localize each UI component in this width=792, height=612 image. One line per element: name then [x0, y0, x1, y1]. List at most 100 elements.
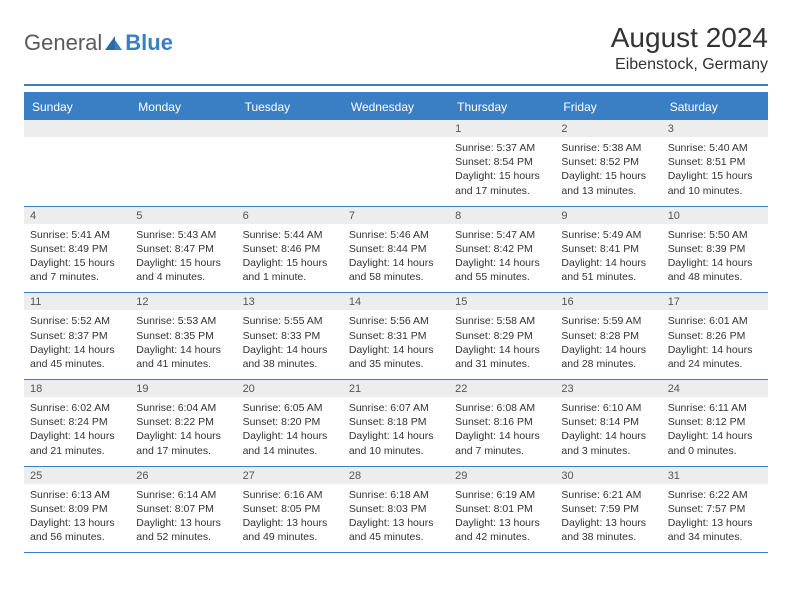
day-number: 11	[24, 293, 130, 310]
day-header-cell: Tuesday	[237, 94, 343, 120]
detail-line: Sunset: 8:41 PM	[561, 242, 655, 256]
detail-line: and 49 minutes.	[243, 530, 337, 544]
detail-line: and 34 minutes.	[668, 530, 762, 544]
detail-line: Daylight: 13 hours	[30, 516, 124, 530]
detail-line: and 0 minutes.	[668, 444, 762, 458]
detail-line: Sunset: 8:20 PM	[243, 415, 337, 429]
detail-line: and 48 minutes.	[668, 270, 762, 284]
detail-line: Daylight: 14 hours	[668, 343, 762, 357]
detail-line: Sunset: 8:03 PM	[349, 502, 443, 516]
detail-line: Daylight: 14 hours	[561, 429, 655, 443]
detail-line: Daylight: 13 hours	[561, 516, 655, 530]
day-number: 9	[555, 207, 661, 224]
day-detail-cell	[237, 137, 343, 206]
day-number: 12	[130, 293, 236, 310]
detail-line: and 31 minutes.	[455, 357, 549, 371]
detail-line: and 38 minutes.	[561, 530, 655, 544]
detail-line: and 41 minutes.	[136, 357, 230, 371]
day-detail-cell: Sunrise: 5:47 AMSunset: 8:42 PMDaylight:…	[449, 224, 555, 293]
detail-line: Sunset: 8:26 PM	[668, 329, 762, 343]
day-number: 23	[555, 380, 661, 397]
day-header-cell: Wednesday	[343, 94, 449, 120]
month-title: August 2024	[611, 22, 768, 54]
day-number-row: 123	[24, 120, 768, 137]
day-detail-cell: Sunrise: 6:05 AMSunset: 8:20 PMDaylight:…	[237, 397, 343, 466]
detail-line: and 42 minutes.	[455, 530, 549, 544]
week-block: 11121314151617Sunrise: 5:52 AMSunset: 8:…	[24, 293, 768, 380]
day-number: 7	[343, 207, 449, 224]
day-number: 15	[449, 293, 555, 310]
week-block: 123Sunrise: 5:37 AMSunset: 8:54 PMDaylig…	[24, 120, 768, 207]
day-number: 6	[237, 207, 343, 224]
detail-line: Sunrise: 5:37 AM	[455, 141, 549, 155]
detail-line: Daylight: 14 hours	[349, 429, 443, 443]
detail-line: Sunset: 8:14 PM	[561, 415, 655, 429]
day-number: 3	[662, 120, 768, 137]
detail-line: Daylight: 14 hours	[668, 256, 762, 270]
logo-text-general: General	[24, 30, 102, 56]
day-detail-cell: Sunrise: 5:37 AMSunset: 8:54 PMDaylight:…	[449, 137, 555, 206]
details-row: Sunrise: 5:52 AMSunset: 8:37 PM Daylight:…	[24, 310, 768, 379]
day-detail-cell: Sunrise: 5:40 AMSunset: 8:51 PMDaylight:…	[662, 137, 768, 206]
day-detail-cell: Sunrise: 5:50 AMSunset: 8:39 PMDaylight:…	[662, 224, 768, 293]
day-detail-cell	[343, 137, 449, 206]
detail-line: Sunset: 8:44 PM	[349, 242, 443, 256]
detail-line: Sunrise: 6:21 AM	[561, 488, 655, 502]
detail-line: Sunset: 8:42 PM	[455, 242, 549, 256]
day-number: 31	[662, 467, 768, 484]
detail-line: Sunset: 7:57 PM	[668, 502, 762, 516]
detail-line: Sunrise: 5:49 AM	[561, 228, 655, 242]
day-detail-cell: Sunrise: 5:41 AMSunset: 8:49 PMDaylight:…	[24, 224, 130, 293]
detail-line: Sunset: 8:37 PM	[30, 329, 124, 343]
day-header-cell: Monday	[130, 94, 236, 120]
detail-line: Daylight: 13 hours	[136, 516, 230, 530]
detail-line: Daylight: 14 hours	[561, 343, 655, 357]
detail-line: Sunrise: 6:02 AM	[30, 401, 124, 415]
detail-line: Sunset: 8:07 PM	[136, 502, 230, 516]
detail-line: and 38 minutes.	[243, 357, 337, 371]
title-block: August 2024 Eibenstock, Germany	[611, 22, 768, 74]
day-number: 28	[343, 467, 449, 484]
detail-line: Sunrise: 6:18 AM	[349, 488, 443, 502]
detail-line: and 21 minutes.	[30, 444, 124, 458]
detail-line: and 1 minute.	[243, 270, 337, 284]
day-number	[237, 120, 343, 137]
day-number: 1	[449, 120, 555, 137]
detail-line: and 4 minutes.	[136, 270, 230, 284]
day-detail-cell: Sunrise: 6:22 AMSunset: 7:57 PMDaylight:…	[662, 484, 768, 553]
detail-line: Sunset: 8:05 PM	[243, 502, 337, 516]
day-number	[343, 120, 449, 137]
day-number: 4	[24, 207, 130, 224]
logo-sail-icon	[105, 36, 123, 50]
detail-line: and 35 minutes.	[349, 357, 443, 371]
day-number: 8	[449, 207, 555, 224]
page: General Blue August 2024 Eibenstock, Ger…	[0, 0, 792, 575]
detail-line: Sunrise: 5:47 AM	[455, 228, 549, 242]
detail-line: Sunset: 8:09 PM	[30, 502, 124, 516]
day-number: 16	[555, 293, 661, 310]
day-detail-cell: Sunrise: 5:58 AMSunset: 8:29 PMDaylight:…	[449, 310, 555, 379]
day-detail-cell: Sunrise: 6:13 AMSunset: 8:09 PMDaylight:…	[24, 484, 130, 553]
detail-line: Daylight: 14 hours	[455, 256, 549, 270]
detail-line: Sunset: 8:24 PM	[30, 415, 124, 429]
top-separator	[24, 84, 768, 86]
day-detail-cell: Sunrise: 5:55 AMSunset: 8:33 PMDaylight:…	[237, 310, 343, 379]
detail-line: Sunrise: 5:38 AM	[561, 141, 655, 155]
detail-line: Sunset: 8:52 PM	[561, 155, 655, 169]
day-detail-cell: Sunrise: 6:08 AMSunset: 8:16 PMDaylight:…	[449, 397, 555, 466]
detail-line: Daylight: 14 hours	[455, 343, 549, 357]
detail-line: Sunrise: 6:05 AM	[243, 401, 337, 415]
detail-line: Sunrise: 6:01 AM	[668, 314, 762, 328]
day-detail-cell: Sunrise: 6:19 AMSunset: 8:01 PMDaylight:…	[449, 484, 555, 553]
detail-line: Sunrise: 6:04 AM	[136, 401, 230, 415]
day-detail-cell: Sunrise: 6:18 AMSunset: 8:03 PMDaylight:…	[343, 484, 449, 553]
detail-line: Sunrise: 5:52 AM	[30, 314, 124, 328]
detail-line: Daylight: 14 hours	[136, 429, 230, 443]
day-detail-cell: Sunrise: 5:52 AMSunset: 8:37 PMDaylight:…	[24, 310, 130, 379]
detail-line: Sunrise: 5:43 AM	[136, 228, 230, 242]
detail-line: Daylight: 13 hours	[668, 516, 762, 530]
detail-line: Sunset: 8:46 PM	[243, 242, 337, 256]
day-number-row: 11121314151617	[24, 293, 768, 310]
day-number: 29	[449, 467, 555, 484]
day-number: 2	[555, 120, 661, 137]
